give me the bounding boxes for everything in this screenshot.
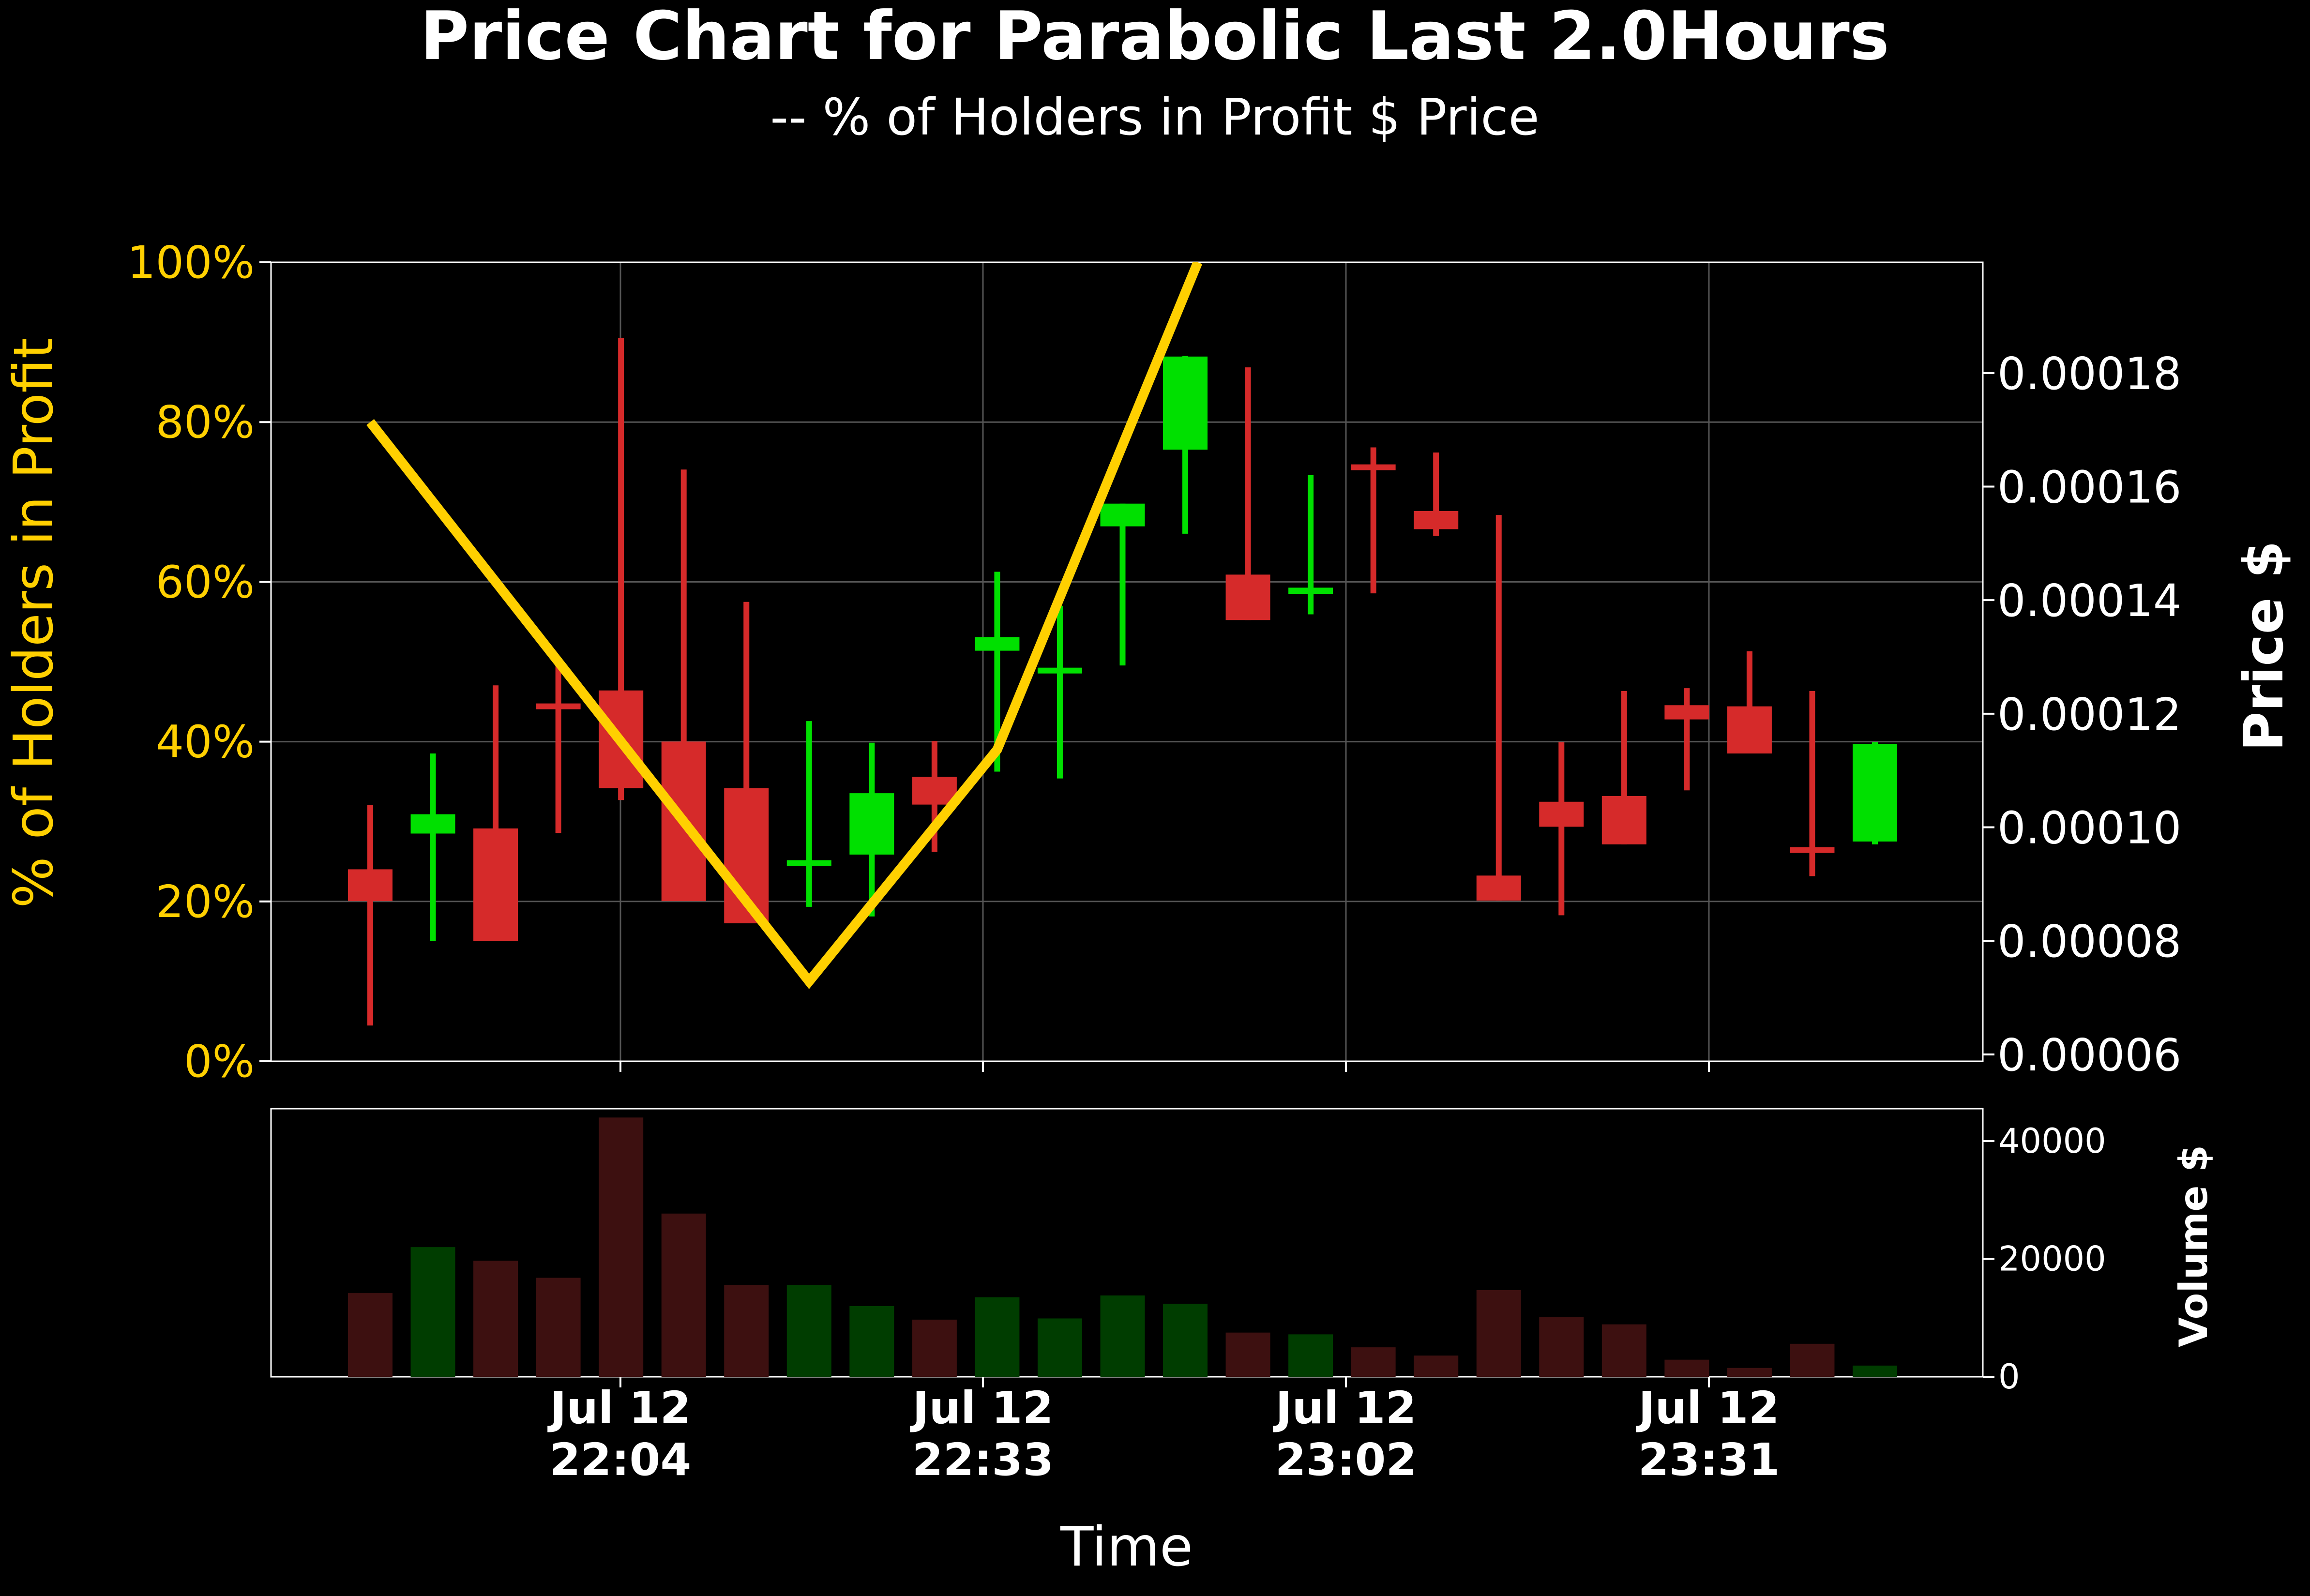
x-tick-label-date: Jul 12 — [1635, 1382, 1779, 1434]
candle-body-down — [1414, 511, 1459, 529]
price-plot-frame — [270, 261, 1984, 1062]
left-y-tick-label: 80% — [156, 396, 255, 448]
chart-subtitle: -- % of Holders in Profit $ Price — [770, 88, 1539, 147]
candle-body-up — [1288, 587, 1333, 594]
volume-bar — [1727, 1368, 1772, 1377]
volume-bar — [849, 1306, 894, 1377]
candle-body-up — [786, 860, 831, 866]
left-y-tick-label: 0% — [184, 1036, 255, 1087]
right-y-tick-label: 0.00016 — [1997, 462, 2181, 513]
candle-body-up — [1853, 744, 1897, 842]
volume-bar — [1414, 1355, 1459, 1377]
x-tick-label-time: 23:31 — [1638, 1434, 1780, 1486]
right-y-tick-label: 0.00014 — [1997, 575, 2181, 627]
volume-bar — [724, 1285, 769, 1377]
left-y-tick-label: 20% — [156, 876, 255, 928]
volume-bar — [1163, 1304, 1208, 1377]
x-tick-label-time: 22:04 — [550, 1434, 692, 1486]
candle-body-down — [1476, 875, 1521, 901]
candle-body-down — [1351, 464, 1396, 470]
candle-body-down — [1539, 801, 1584, 827]
volume-y-tick-label: 20000 — [1998, 1239, 2106, 1279]
volume-y-tick-label: 0 — [1998, 1357, 2020, 1397]
x-tick-label-time: 22:33 — [912, 1434, 1054, 1486]
x-tick-label-time: 23:02 — [1275, 1434, 1417, 1486]
candle-body-down — [1225, 574, 1270, 620]
candle-body-down — [1790, 847, 1835, 853]
volume-bar — [599, 1117, 644, 1377]
right-y-tick-label: 0.00010 — [1997, 802, 2181, 854]
volume-bar — [975, 1297, 1020, 1377]
left-y-tick-label: 40% — [156, 716, 255, 768]
candle-body-down — [536, 703, 581, 709]
candle-body-down — [1664, 705, 1709, 720]
volume-bar — [1601, 1324, 1646, 1377]
volume-bar — [1664, 1359, 1709, 1377]
right-y-tick-label: 0.00008 — [1997, 916, 2181, 967]
x-tick-label-date: Jul 12 — [1272, 1382, 1416, 1434]
volume-bar — [1351, 1347, 1396, 1377]
left-y-axis-label: % of Holders in Profit — [2, 337, 65, 908]
right-y-tick-label: 0.00012 — [1997, 689, 2181, 740]
volume-bar — [536, 1278, 581, 1377]
candle-body-down — [348, 869, 393, 902]
volume-bar — [1539, 1317, 1584, 1377]
volume-y-axis-label: Volume $ — [2171, 1145, 2216, 1347]
volume-bar — [473, 1261, 518, 1377]
candle-body-down — [473, 828, 518, 941]
volume-bar — [1100, 1295, 1145, 1377]
volume-bar — [661, 1213, 706, 1377]
volume-bar — [1037, 1318, 1082, 1377]
x-axis-label: Time — [1060, 1516, 1193, 1579]
candle-body-down — [912, 777, 957, 805]
volume-bar — [410, 1247, 455, 1377]
right-y-tick-label: 0.00006 — [1997, 1029, 2181, 1081]
candle-body-down — [1601, 796, 1646, 844]
holders-in-profit-line — [366, 262, 1203, 989]
volume-bar — [912, 1319, 957, 1377]
volume-bar — [1476, 1290, 1521, 1377]
left-y-tick-label: 60% — [156, 556, 255, 608]
candle-body-up — [410, 814, 455, 834]
volume-y-tick-label: 40000 — [1998, 1121, 2106, 1161]
candle-body-up — [1100, 503, 1145, 527]
candle-body-up — [1037, 667, 1082, 674]
left-y-tick-label: 100% — [127, 237, 255, 288]
volume-bar — [786, 1285, 831, 1377]
right-y-axis-label: Price $ — [2233, 541, 2295, 752]
candle-body-up — [975, 637, 1020, 651]
volume-bar — [348, 1293, 393, 1377]
chart-title: Price Chart for Parabolic Last 2.0Hours — [420, 0, 1889, 75]
candle-body-up — [849, 793, 894, 855]
price-panel: 0% 20% 40% 60% 80% 100% 0.00006 0.00008 0.00010 0… — [127, 237, 2181, 1087]
candle-body-down — [1727, 706, 1772, 754]
volume-bar — [1790, 1343, 1835, 1377]
candle-body-up — [1163, 356, 1208, 450]
x-tick-label-date: Jul 12 — [547, 1382, 691, 1434]
volume-bar — [1853, 1365, 1897, 1377]
volume-bar — [1288, 1334, 1333, 1377]
x-tick-label-date: Jul 12 — [909, 1382, 1053, 1434]
volume-bar — [1225, 1332, 1270, 1377]
right-y-tick-label: 0.00018 — [1997, 348, 2181, 400]
